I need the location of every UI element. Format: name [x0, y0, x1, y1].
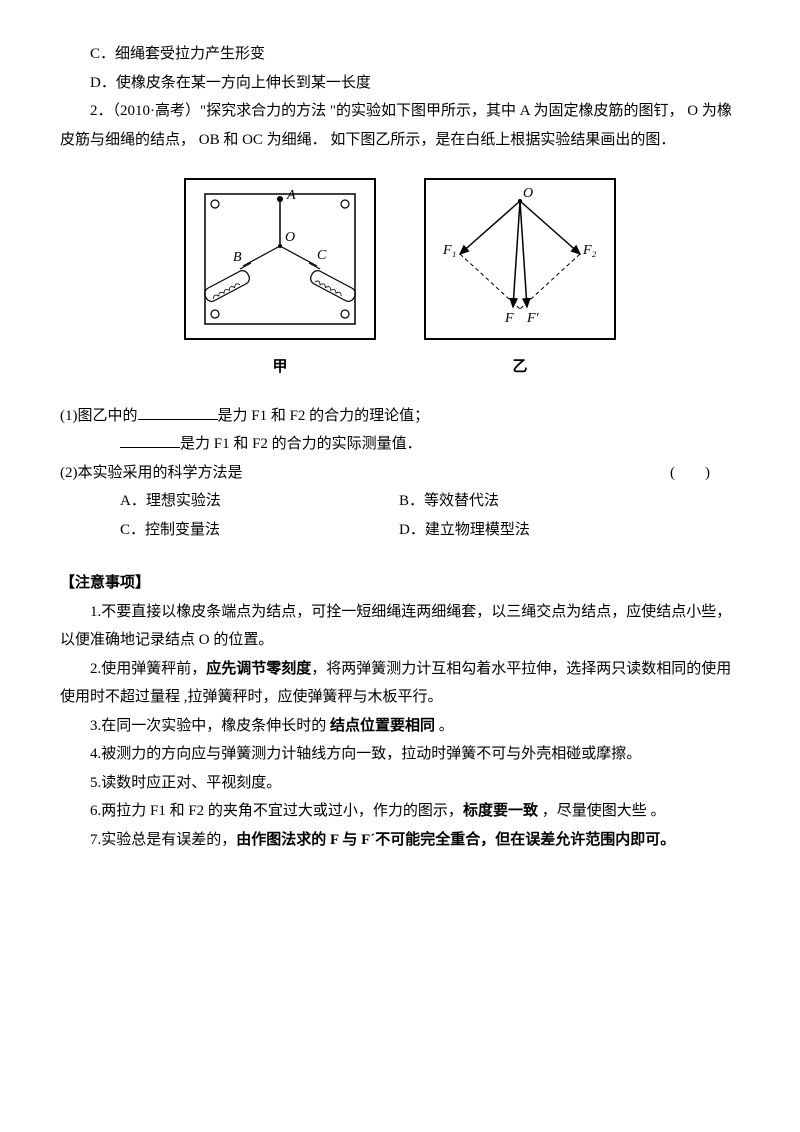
paren: ( ): [670, 459, 710, 488]
blank-1: [138, 405, 218, 420]
label-A: A: [286, 188, 296, 203]
spring-left: [203, 263, 252, 303]
note3b: 结点位置要相同: [330, 718, 435, 734]
spring-right: [309, 263, 358, 303]
option-d: D．使橡皮条在某一方向上伸长到某一长度: [60, 69, 740, 98]
note-1: 1.不要直接以橡皮条端点为结点，可拴一短细绳连两细绳套，以三绳交点为结点，应使结…: [60, 598, 740, 655]
note-3: 3.在同一次实验中，橡皮条伸长时的 结点位置要相同 。: [60, 712, 740, 741]
note-5: 5.读数时应正对、平视刻度。: [60, 769, 740, 798]
label-O: O: [285, 230, 295, 245]
q2-sub1-line2: 是力 F1 和 F2 的合力的实际测量值．: [60, 430, 740, 459]
note3a: 3.在同一次实验中，橡皮条伸长时的: [90, 718, 330, 734]
option-c: C．细绳套受拉力产生形变: [60, 40, 740, 69]
opt-a2: A．理想实验法: [120, 487, 399, 516]
blank-2: [120, 433, 180, 448]
notes-title: 【注意事项】: [60, 569, 740, 598]
diagram-yi: O F₁ F₂ F′ F 乙: [415, 169, 625, 382]
opt-b2: B．等效替代法: [399, 487, 678, 516]
note-4: 4.被测力的方向应与弹簧测力计轴线方向一致，拉动时弹簧不可与外壳相碰或摩擦。: [60, 740, 740, 769]
diagram-yi-svg: O F₁ F₂ F′ F: [415, 169, 625, 349]
options-block: A．理想实验法 B．等效替代法 C．控制变量法 D．建立物理模型法: [120, 487, 740, 544]
q2-2-text: (2)本实验采用的科学方法是: [60, 465, 243, 481]
q2-sub1: (1)图乙中的 是力 F1 和 F2 的合力的理论值；: [60, 402, 740, 431]
opt-d2: D．建立物理模型法: [399, 516, 678, 545]
diagrams-container: A O B C 甲: [60, 169, 740, 382]
label-B: B: [233, 250, 242, 265]
diagram-jia-svg: A O B C: [175, 169, 385, 349]
label-O2: O: [523, 186, 533, 201]
q2-1c: 是力 F1 和 F2 的合力的实际测量值．: [180, 436, 422, 452]
note3c: 。: [435, 718, 454, 734]
note6b: 标度要一致: [463, 803, 538, 819]
note-2: 2.使用弹簧秤前，应先调节零刻度，将两弹簧测力计互相勾着水平拉伸，选择两只读数相…: [60, 655, 740, 712]
note6c: ，尽量使图大些 。: [538, 803, 666, 819]
note-7: 7.实验总是有误差的，由作图法求的 F 与 F´不可能完全重合，但在误差允许范围…: [60, 826, 740, 855]
label-Fp: F′: [526, 311, 540, 326]
note7a: 7.实验总是有误差的，: [90, 832, 236, 848]
note-6: 6.两拉力 F1 和 F2 的夹角不宜过大或过小，作力的图示，标度要一致 ，尽量…: [60, 797, 740, 826]
diagram-jia: A O B C 甲: [175, 169, 385, 382]
label-F: F: [504, 311, 514, 326]
q2-sub2: (2)本实验采用的科学方法是 ( ): [60, 459, 740, 488]
label-yi: 乙: [415, 353, 625, 382]
q2-1b: 是力 F1 和 F2 的合力的理论值；: [218, 408, 430, 424]
note6a: 6.两拉力 F1 和 F2 的夹角不宜过大或过小，作力的图示，: [90, 803, 463, 819]
opt-c2: C．控制变量法: [120, 516, 399, 545]
note2b: 应先调节零刻度: [206, 661, 311, 677]
note7b: 由作图法求的 F 与 F´不可能完全重合，但在误差允许范围内即可。: [236, 832, 675, 848]
label-C: C: [317, 248, 327, 263]
label-F1: F₁: [442, 243, 456, 258]
note2a: 2.使用弹簧秤前，: [90, 661, 206, 677]
label-F2: F₂: [582, 243, 597, 258]
question-2-intro: 2．（2010·高考）"探究求合力的方法 "的实验如下图甲所示，其中 A 为固定…: [60, 97, 740, 154]
label-jia: 甲: [175, 353, 385, 382]
q2-1a: (1)图乙中的: [60, 408, 138, 424]
q2-text: 2．（2010·高考）"探究求合力的方法 "的实验如下图甲所示，其中 A 为固定…: [60, 103, 732, 148]
